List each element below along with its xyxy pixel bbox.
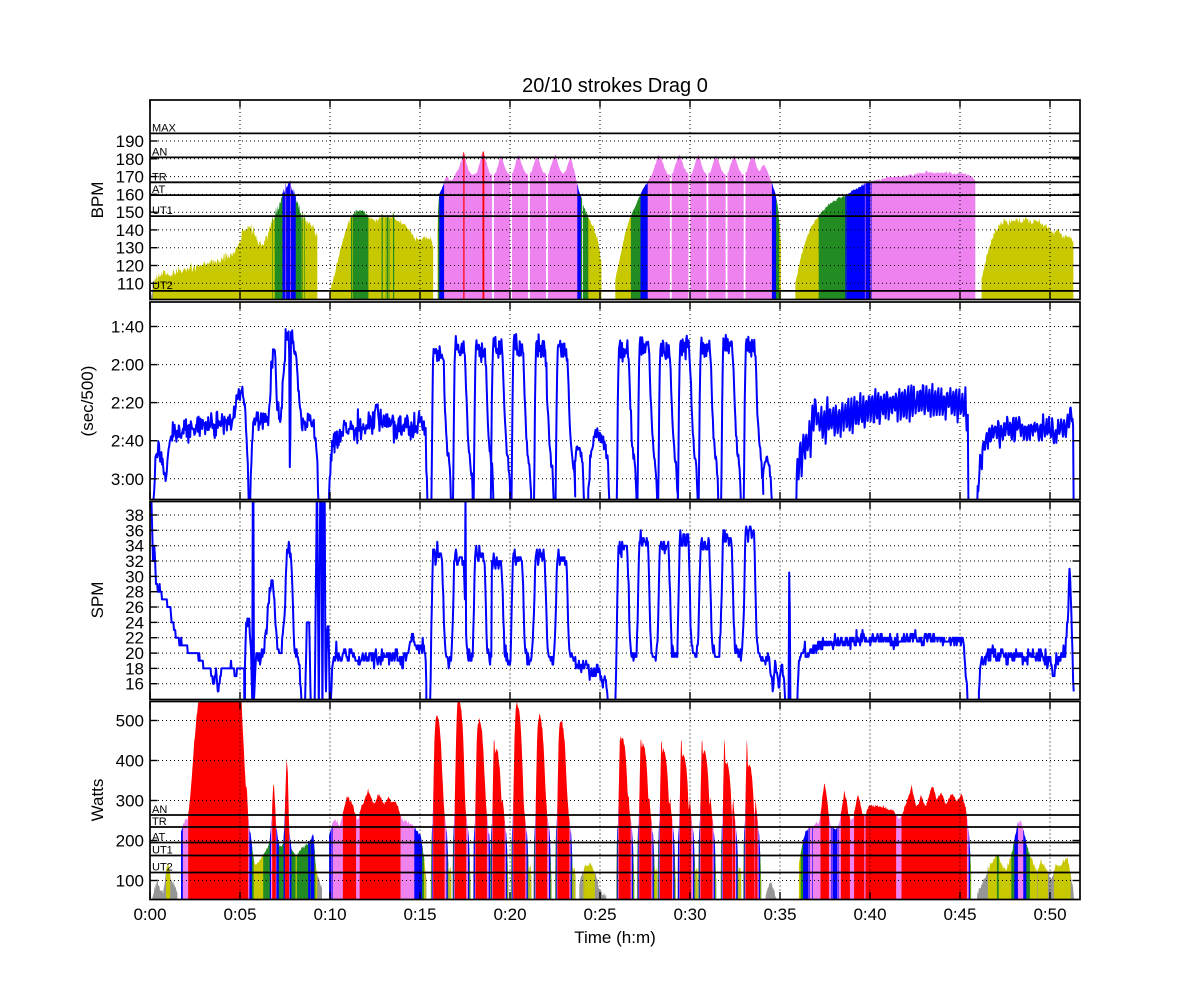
svg-text:2:20: 2:20 <box>111 394 144 413</box>
svg-text:3:00: 3:00 <box>111 470 144 489</box>
svg-text:170: 170 <box>116 168 144 187</box>
svg-text:0:30: 0:30 <box>673 905 706 924</box>
svg-text:20: 20 <box>125 644 144 663</box>
svg-text:0:20: 0:20 <box>493 905 526 924</box>
svg-text:500: 500 <box>116 712 144 731</box>
svg-text:Time (h:m): Time (h:m) <box>574 928 656 947</box>
svg-text:36: 36 <box>125 521 144 540</box>
svg-text:0:35: 0:35 <box>763 905 796 924</box>
svg-text:30: 30 <box>125 567 144 586</box>
svg-text:2:40: 2:40 <box>111 432 144 451</box>
svg-text:150: 150 <box>116 203 144 222</box>
svg-text:140: 140 <box>116 221 144 240</box>
svg-text:18: 18 <box>125 659 144 678</box>
svg-text:2:00: 2:00 <box>111 356 144 375</box>
svg-text:TR: TR <box>152 816 167 828</box>
svg-text:100: 100 <box>116 872 144 891</box>
svg-text:0:45: 0:45 <box>943 905 976 924</box>
svg-text:38: 38 <box>125 506 144 525</box>
svg-text:SPM: SPM <box>88 582 107 619</box>
svg-text:190: 190 <box>116 132 144 151</box>
svg-text:0:00: 0:00 <box>133 905 166 924</box>
svg-text:UT1: UT1 <box>152 845 173 857</box>
svg-text:0:40: 0:40 <box>853 905 886 924</box>
svg-text:MAX: MAX <box>152 122 177 134</box>
svg-text:24: 24 <box>125 613 144 632</box>
svg-text:34: 34 <box>125 537 144 556</box>
svg-text:28: 28 <box>125 583 144 602</box>
svg-text:110: 110 <box>117 274 144 293</box>
svg-text:AN: AN <box>152 804 167 816</box>
svg-text:22: 22 <box>125 629 144 648</box>
svg-text:AN: AN <box>152 146 167 158</box>
svg-text:16: 16 <box>125 675 144 694</box>
svg-text:160: 160 <box>116 185 144 204</box>
svg-text:400: 400 <box>116 752 144 771</box>
svg-text:BPM: BPM <box>88 182 107 219</box>
svg-text:1:40: 1:40 <box>111 318 144 337</box>
svg-text:AT: AT <box>152 184 166 196</box>
svg-text:130: 130 <box>116 239 144 258</box>
svg-text:UT2: UT2 <box>152 862 173 874</box>
svg-text:(sec/500): (sec/500) <box>78 366 97 437</box>
svg-text:UT1: UT1 <box>152 205 173 217</box>
svg-text:0:15: 0:15 <box>403 905 436 924</box>
svg-text:32: 32 <box>125 552 144 571</box>
svg-text:20/10 strokes Drag 0: 20/10 strokes Drag 0 <box>522 75 708 97</box>
svg-text:0:50: 0:50 <box>1033 905 1066 924</box>
svg-text:120: 120 <box>116 257 144 276</box>
svg-text:200: 200 <box>116 832 144 851</box>
svg-text:26: 26 <box>125 598 144 617</box>
svg-text:0:05: 0:05 <box>223 905 256 924</box>
svg-text:0:25: 0:25 <box>583 905 616 924</box>
svg-text:0:10: 0:10 <box>313 905 346 924</box>
svg-text:300: 300 <box>116 792 144 811</box>
svg-text:Watts: Watts <box>88 779 107 822</box>
svg-text:AT: AT <box>152 832 166 844</box>
svg-text:TR: TR <box>152 171 167 183</box>
svg-text:UT2: UT2 <box>152 280 173 292</box>
svg-text:180: 180 <box>116 150 144 169</box>
